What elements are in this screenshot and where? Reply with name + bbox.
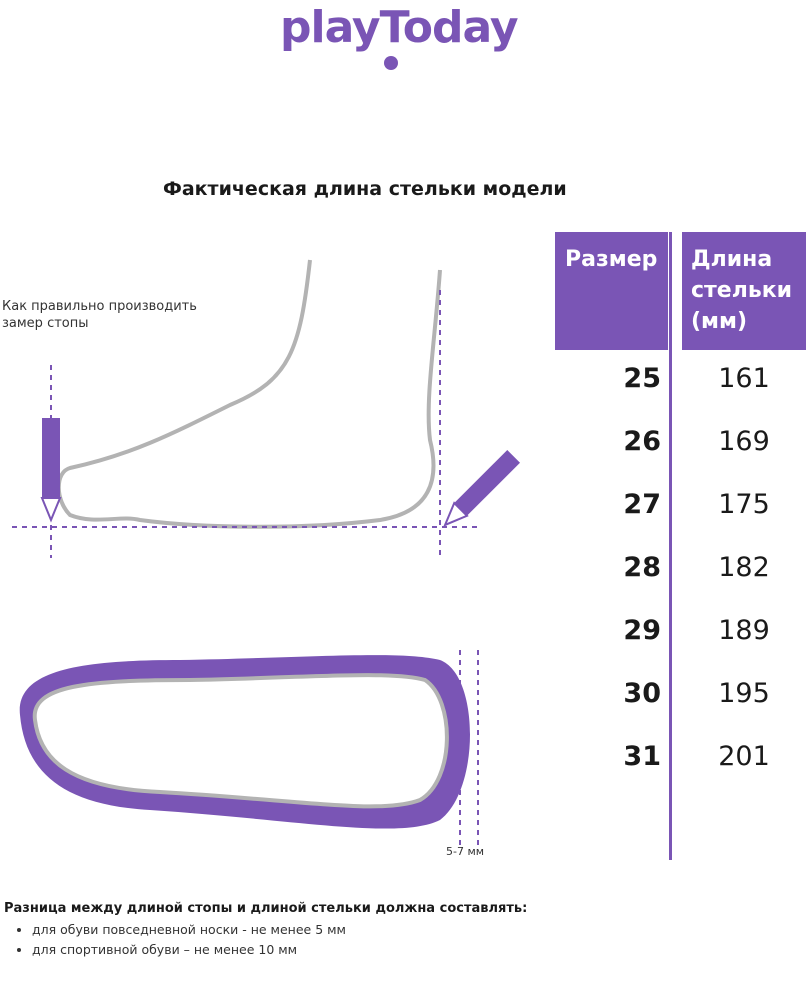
size-cell: 27 bbox=[623, 489, 661, 520]
header-length-line: (мм) bbox=[691, 309, 748, 334]
length-cell: 201 bbox=[718, 741, 770, 772]
length-cell: 175 bbox=[718, 489, 770, 520]
gap-label: 5-7 мм bbox=[446, 845, 485, 858]
foot-illustration bbox=[12, 259, 521, 845]
note-bullet: для обуви повседневной носки - не менее … bbox=[32, 920, 346, 940]
length-cell: 189 bbox=[718, 615, 770, 646]
header-length: Длина стельки (мм) bbox=[682, 232, 806, 350]
length-cell: 161 bbox=[718, 363, 770, 394]
insole-outline bbox=[19, 655, 470, 829]
brand-logo: playToday bbox=[280, 2, 519, 53]
size-cell: 29 bbox=[623, 615, 661, 646]
size-cell: 28 bbox=[623, 552, 661, 583]
size-cell: 26 bbox=[623, 426, 661, 457]
size-cell: 31 bbox=[623, 741, 661, 772]
size-cell: 25 bbox=[623, 363, 661, 394]
size-cell: 30 bbox=[623, 678, 661, 709]
logo-dot bbox=[384, 56, 398, 70]
side-foot-outline bbox=[56, 259, 442, 529]
note-bullets: для обуви повседневной носки - не менее … bbox=[14, 920, 346, 960]
length-cell: 195 bbox=[718, 678, 770, 709]
header-length-line: Длина bbox=[691, 247, 773, 272]
header-length-line: стельки bbox=[691, 278, 793, 303]
table-divider bbox=[669, 232, 672, 860]
note-heading: Разница между длиной стопы и длиной стел… bbox=[4, 901, 528, 916]
page-title: Фактическая длина стельки модели bbox=[163, 178, 567, 200]
how-to-measure-label: Как правильно производить замер стопы bbox=[2, 298, 197, 332]
how-line: замер стопы bbox=[2, 316, 89, 331]
length-cell: 169 bbox=[718, 426, 770, 457]
pencil-left-icon bbox=[40, 418, 62, 523]
note-bullet: для спортивной обуви – не менее 10 мм bbox=[32, 940, 346, 960]
pencil-right-icon bbox=[443, 449, 521, 527]
header-size: Размер bbox=[555, 232, 668, 350]
length-cell: 182 bbox=[718, 552, 770, 583]
how-line: Как правильно производить bbox=[2, 299, 197, 314]
